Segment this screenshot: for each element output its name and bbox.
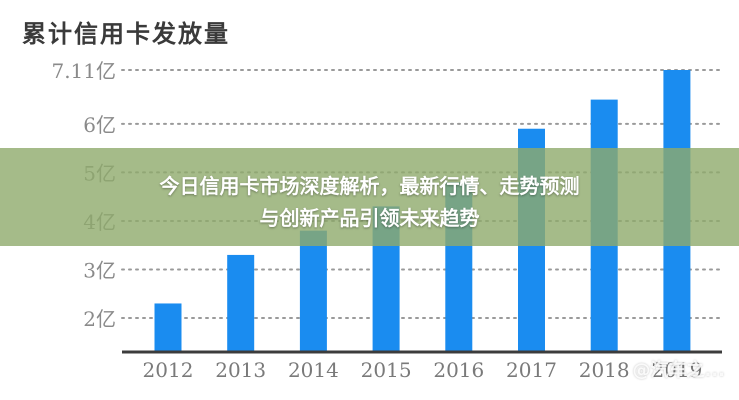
- x-tick-label: 2013: [215, 358, 266, 382]
- y-tick-label: 6亿: [83, 113, 116, 137]
- x-tick-label: 2014: [288, 358, 339, 382]
- headline-line-1: 今日信用卡市场深度解析，最新行情、走势预测: [159, 174, 580, 198]
- x-tick-label: 2017: [506, 358, 557, 382]
- x-tick-label: 2019: [651, 358, 702, 382]
- y-tick-label: 2亿: [83, 307, 116, 331]
- watermark: @汽车之...: [632, 360, 725, 381]
- y-tick-label: 3亿: [83, 258, 116, 282]
- bar-2013: [227, 254, 255, 352]
- y-tick-label: 7.11亿: [51, 59, 116, 83]
- x-tick-label: 2016: [433, 358, 484, 382]
- bar-2014: [299, 230, 327, 352]
- x-tick-label: 2012: [143, 358, 194, 382]
- x-tick-label: 2018: [579, 358, 630, 382]
- chart-title: 累计信用卡发放量: [22, 20, 230, 48]
- x-tick-label: 2015: [361, 358, 412, 382]
- headline-line-2: 与创新产品引领未来趋势: [259, 206, 480, 230]
- bar-2012: [154, 303, 182, 352]
- headline-banner: 今日信用卡市场深度解析，最新行情、走势预测 与创新产品引领未来趋势: [0, 148, 739, 246]
